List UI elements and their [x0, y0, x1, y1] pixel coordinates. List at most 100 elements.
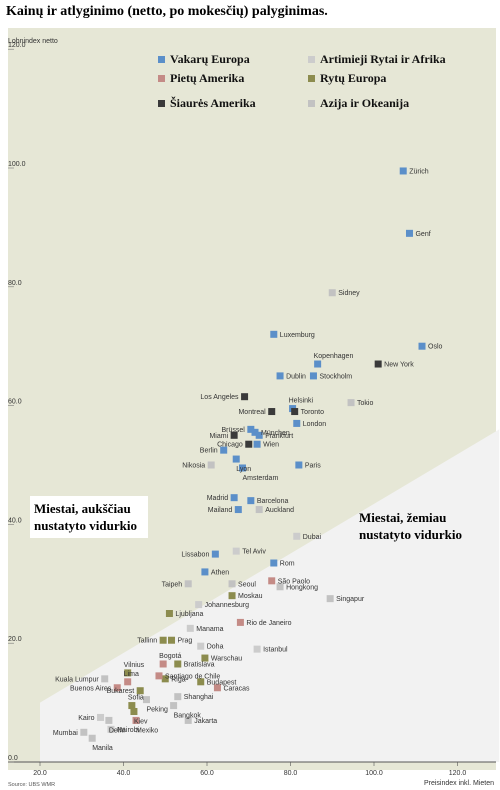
data-point [291, 408, 299, 416]
data-point [276, 583, 284, 591]
data-point [314, 360, 322, 368]
city-label: Mailand [208, 507, 233, 514]
city-label: Los Angeles [200, 394, 239, 401]
data-point [142, 696, 150, 704]
data-point [107, 725, 115, 733]
legend-label: Azija ir Okeanija [320, 96, 409, 110]
city-label: Helsinki [289, 398, 314, 405]
y-axis-label: Lohnindex netto [8, 38, 58, 45]
data-point [374, 360, 382, 368]
city-label: Nairobi [117, 727, 140, 734]
data-point [207, 461, 215, 469]
x-tick-label: 100.0 [365, 770, 383, 777]
data-point [197, 678, 205, 686]
data-point [174, 693, 182, 701]
data-point [418, 342, 426, 350]
city-label: Nikosia [182, 463, 205, 470]
city-label: Delhi [109, 727, 125, 734]
annotation-above: nustatyto vidurkio [34, 518, 137, 533]
city-label: Manama [196, 626, 223, 633]
data-point [186, 624, 194, 632]
lower-region [40, 429, 500, 762]
y-tick-label: 120.0 [8, 42, 26, 49]
x-tick-label: 40.0 [117, 770, 131, 777]
x-tick-label: 20.0 [33, 770, 47, 777]
city-label: Prag [178, 638, 193, 645]
data-point [230, 494, 238, 502]
data-point [101, 675, 109, 683]
data-point [236, 618, 244, 626]
city-label: Berlin [200, 448, 218, 455]
data-point [232, 547, 240, 555]
data-point [165, 610, 173, 617]
city-label: Budapest [207, 679, 237, 686]
city-label: Riga [171, 676, 186, 683]
city-label: Tallinn [137, 638, 157, 645]
legend-swatch [308, 75, 315, 82]
city-label: Taipeh [162, 581, 183, 588]
data-point [238, 464, 246, 472]
city-label: Bratislava [184, 661, 215, 668]
city-label: Brüssel [221, 427, 245, 434]
city-label: Luxemburg [280, 332, 315, 339]
data-point [113, 684, 121, 692]
chart-title: Kainų ir atlyginimo (netto, po mokesčių)… [6, 4, 328, 19]
data-point [234, 506, 242, 514]
city-label: Peking [146, 707, 168, 714]
city-label: Montreal [238, 409, 266, 416]
data-point [247, 425, 255, 433]
y-tick-label: 60.0 [8, 399, 22, 406]
city-label: Amsterdam [242, 475, 278, 482]
city-label: Singapur [336, 596, 365, 603]
city-label: Ljubljana [175, 611, 203, 618]
city-label: Seoul [238, 581, 256, 588]
data-point [255, 506, 263, 514]
city-label: Lyon [236, 466, 251, 473]
data-point [228, 592, 236, 600]
city-label: Stockholm [319, 373, 352, 380]
city-label: Sidney [338, 290, 360, 297]
city-label: Manila [92, 745, 113, 752]
city-label: Lima [124, 671, 139, 678]
y-ticks: 0.0 20.0 40.0 60.0 80.0 100.0 120.0 [8, 42, 26, 763]
city-label: Dubai [303, 534, 322, 541]
x-tick-label: 120.0 [449, 770, 467, 777]
source-note: Source: UBS WMR [8, 782, 55, 788]
data-point [168, 636, 176, 644]
y-tick-label: 80.0 [8, 280, 22, 287]
legend-swatch [308, 56, 315, 63]
data-point [230, 431, 238, 439]
legend: Vakarų Europa Artimieji Rytai ir Afrika Pi… [158, 52, 446, 110]
data-point [174, 660, 182, 668]
city-label: Istanbul [263, 647, 288, 654]
data-point [201, 654, 209, 662]
data-point [253, 440, 261, 448]
city-label: Warschau [211, 656, 242, 663]
city-label: Kopenhagen [314, 353, 354, 360]
city-label: Rom [280, 561, 295, 568]
data-point [155, 672, 163, 680]
data-point [228, 580, 236, 588]
legend-swatch [158, 100, 165, 107]
city-label: Mexiko [136, 727, 158, 734]
city-label: Tel Aviv [242, 549, 266, 556]
city-label: Bukarest [107, 688, 135, 695]
data-point [232, 455, 240, 463]
data-point [326, 595, 334, 603]
data-point [128, 702, 136, 710]
data-point [195, 601, 203, 609]
data-point [270, 559, 278, 567]
data-point [268, 577, 276, 585]
city-label: New York [384, 362, 414, 369]
x-tick-label: 80.0 [284, 770, 298, 777]
data-point [247, 497, 255, 505]
data-point [309, 372, 317, 380]
city-label: Vilnius [124, 662, 145, 669]
data-point [132, 716, 140, 724]
city-label: Sofia [128, 695, 144, 702]
data-point [88, 734, 96, 742]
city-label: Jakarta [194, 718, 217, 725]
legend-label: Vakarų Europa [170, 52, 250, 66]
city-label: Bogotá [159, 653, 181, 660]
data-point [399, 167, 407, 175]
